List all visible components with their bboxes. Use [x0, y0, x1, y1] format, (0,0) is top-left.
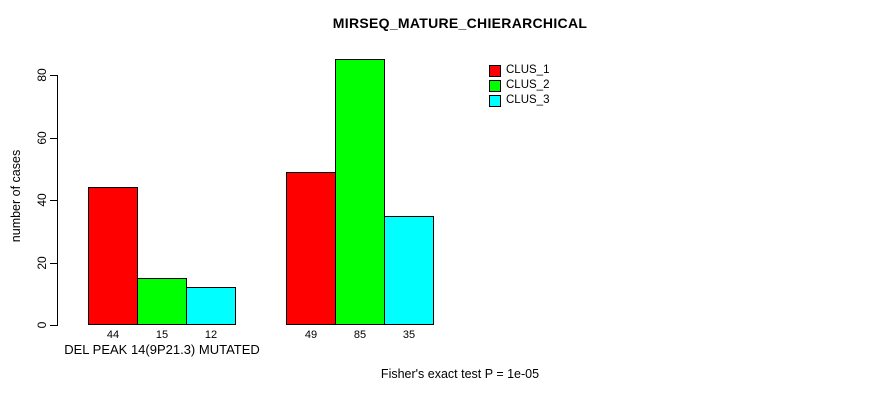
y-tick-label: 20: [35, 255, 49, 270]
legend-label: CLUS_3: [506, 94, 550, 106]
y-tick-label: 60: [35, 130, 49, 145]
legend-item-clus_2: CLUS_2: [489, 78, 549, 93]
legend-swatch-clus_1: [489, 64, 501, 77]
y-tick-label: 80: [35, 68, 49, 82]
bar-value-label: 85: [353, 329, 367, 341]
bar-clus_3-group1: [186, 287, 236, 325]
y-tick-mark: [50, 137, 57, 139]
bar-value-label: 44: [106, 329, 120, 341]
bar-value-label: 15: [155, 329, 169, 341]
bar-value-label: 49: [304, 329, 318, 341]
y-tick-mark: [50, 262, 57, 264]
x-group-label: DEL PEAK 14(9P21.3) MUTATED: [64, 342, 260, 357]
legend-item-clus_1: CLUS_1: [489, 63, 549, 78]
legend-item-clus_3: CLUS_3: [489, 93, 549, 108]
bar-clus_1-group1: [88, 187, 138, 325]
legend-swatch-clus_2: [489, 79, 501, 92]
bar-clus_2-group2: [335, 59, 385, 325]
y-tick-mark: [50, 200, 57, 201]
bar-clus_3-group2: [384, 216, 434, 325]
legend-label: CLUS_1: [506, 64, 550, 76]
chart-title: MIRSEQ_MATURE_CHIERARCHICAL: [332, 15, 588, 31]
y-tick-mark: [50, 325, 57, 326]
bar-clus_1-group2: [286, 172, 336, 325]
y-axis-line: [57, 75, 58, 326]
fisher-test-annotation: Fisher's exact test P = 1e-05: [380, 367, 540, 381]
legend-swatch-clus_3: [489, 94, 501, 107]
y-tick-label: 40: [35, 193, 49, 207]
legend: CLUS_1 CLUS_2 CLUS_3: [489, 63, 549, 108]
bar-value-label: 35: [402, 329, 416, 341]
legend-label: CLUS_2: [506, 79, 550, 91]
y-tick-mark: [50, 75, 57, 76]
y-tick-label: 0: [35, 321, 49, 329]
bar-clus_2-group1: [137, 278, 187, 325]
bar-value-label: 12: [204, 329, 218, 341]
